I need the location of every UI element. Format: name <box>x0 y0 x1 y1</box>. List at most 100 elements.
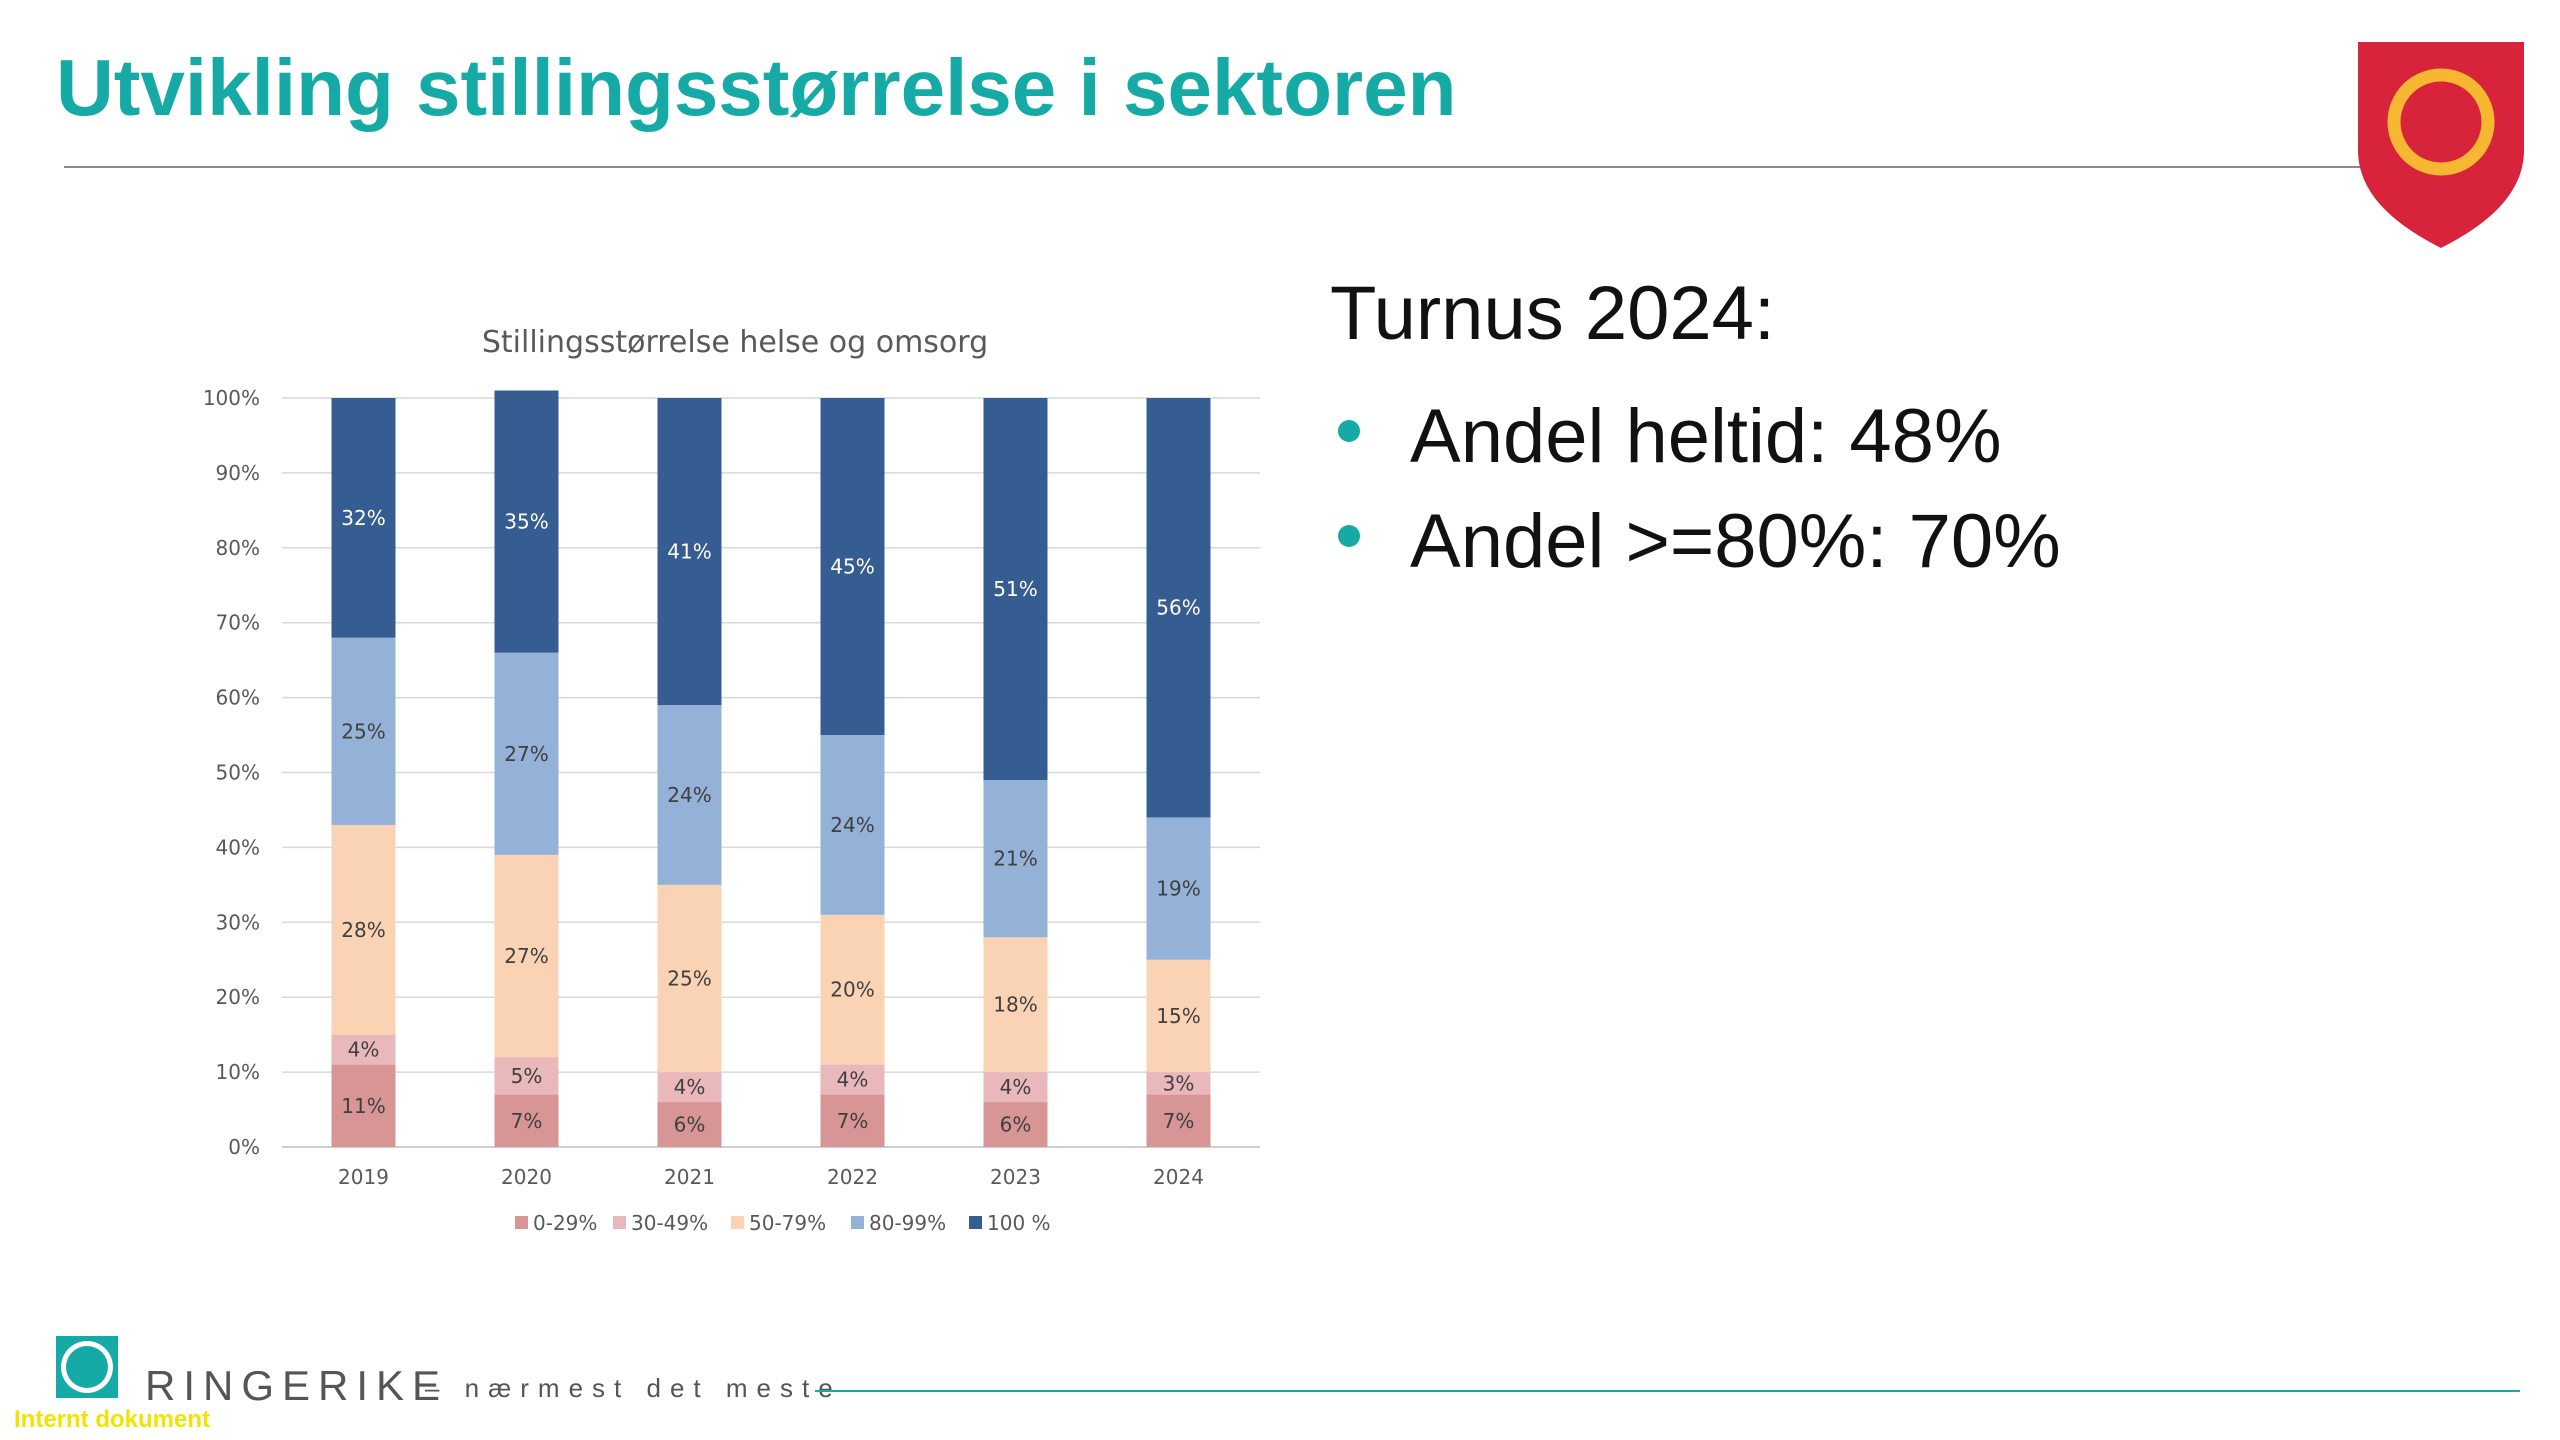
bar-segment <box>820 1064 885 1095</box>
y-tick-label: 50% <box>216 761 260 785</box>
bar-segment <box>820 1094 885 1147</box>
legend-swatch <box>731 1216 744 1229</box>
bar-segment <box>657 398 722 706</box>
y-tick-label: 30% <box>216 910 260 934</box>
bar-value-label: 4% <box>837 1068 869 1092</box>
bar-value-label: 4% <box>1000 1075 1032 1099</box>
bar-value-label: 51% <box>993 577 1037 601</box>
bar-value-label: 6% <box>674 1113 706 1137</box>
y-tick-label: 40% <box>216 835 260 859</box>
bar-value-label: 4% <box>674 1075 706 1099</box>
legend-label: 30-49% <box>631 1211 708 1235</box>
title-divider <box>64 166 2360 168</box>
bar-value-label: 7% <box>1163 1109 1195 1133</box>
info-panel: Turnus 2024: Andel heltid: 48% Andel >=8… <box>1330 270 2061 603</box>
y-tick-label: 90% <box>216 461 260 485</box>
bar-segment <box>331 1034 396 1065</box>
bar-value-label: 19% <box>1156 877 1200 901</box>
info-bullet-text: Andel heltid: 48% <box>1410 394 2002 479</box>
bar-value-label: 6% <box>1000 1113 1032 1137</box>
legend-swatch <box>851 1216 864 1229</box>
bar-segment <box>1146 817 1211 960</box>
legend-label: 80-99% <box>869 1211 946 1235</box>
bar-segment <box>331 637 396 825</box>
x-tick-label: 2023 <box>990 1165 1041 1189</box>
y-tick-label: 100% <box>203 386 260 410</box>
bar-value-label: 3% <box>1163 1071 1195 1095</box>
x-tick-label: 2022 <box>827 1165 878 1189</box>
bar-value-label: 7% <box>511 1109 543 1133</box>
footer-tagline: – nærmest det meste <box>425 1373 842 1403</box>
bar-value-label: 4% <box>348 1038 380 1062</box>
legend-label: 100 % <box>987 1211 1051 1235</box>
bar-segment <box>494 1057 559 1095</box>
x-tick-label: 2021 <box>664 1165 715 1189</box>
bar-value-label: 20% <box>830 978 874 1002</box>
bar-value-label: 24% <box>667 783 711 807</box>
bar-segment <box>331 398 396 638</box>
bar-value-label: 45% <box>830 555 874 579</box>
x-tick-label: 2020 <box>501 1165 552 1189</box>
municipality-crest-icon <box>2358 42 2524 248</box>
logo-inner-dot <box>66 1346 108 1388</box>
bar-segment <box>657 1072 722 1103</box>
ringerike-logo-icon <box>56 1336 118 1398</box>
bar-segment <box>494 1094 559 1147</box>
info-bullet-list: Andel heltid: 48% Andel >=80%: 70% <box>1330 393 2061 585</box>
bar-segment <box>983 1102 1048 1147</box>
bar-value-label: 25% <box>341 719 385 743</box>
bar-value-label: 18% <box>993 993 1037 1017</box>
bar-value-label: 27% <box>504 944 548 968</box>
bar-segment <box>657 1102 722 1147</box>
legend-swatch <box>613 1216 626 1229</box>
footer-brand: RINGERIKE <box>145 1362 449 1409</box>
y-tick-label: 80% <box>216 536 260 560</box>
legend-swatch <box>515 1216 528 1229</box>
bar-value-label: 24% <box>830 813 874 837</box>
bar-segment <box>983 937 1048 1073</box>
info-bullet-text: Andel >=80%: 70% <box>1410 499 2061 584</box>
stacked-bar-chart: Stillingsstørrelse helse og omsorg 0% 10%… <box>203 325 1260 1235</box>
legend: 0-29% 30-49% 50-79% 80-99% 100 % <box>515 1211 1051 1235</box>
bars: 11% 4% 28% 25% 32% 7% 5% 27% 27% 35% 6% 4% 25% 24% 41%… <box>331 390 1211 1147</box>
bar-segment <box>1146 398 1211 818</box>
bar-segment <box>1146 1094 1211 1147</box>
bar-segment <box>494 652 559 855</box>
bar-value-label: 27% <box>504 742 548 766</box>
bullet-dot-icon <box>1338 524 1360 547</box>
y-tick-label: 0% <box>228 1135 260 1159</box>
y-tick-label: 70% <box>216 611 260 635</box>
y-tick-label: 20% <box>216 985 260 1009</box>
y-tick-label: 60% <box>216 686 260 710</box>
legend-swatch <box>969 1216 982 1229</box>
info-bullet: Andel >=80%: 70% <box>1330 498 2061 585</box>
y-tick-label: 10% <box>216 1060 260 1084</box>
y-axis: 0% 10% 20% 30% 40% 50% 60% 70% 80% 90% 100% <box>203 386 260 1159</box>
internal-document-note: Internt dokument <box>14 1406 210 1433</box>
bar-segment <box>331 824 396 1035</box>
bar-segment <box>657 705 722 885</box>
chart-title: Stillingsstørrelse helse og omsorg <box>482 325 988 360</box>
x-tick-label: 2019 <box>338 1165 389 1189</box>
bar-value-label: 56% <box>1156 596 1200 620</box>
x-axis: 2019 2020 2021 2022 2023 2024 <box>338 1165 1204 1189</box>
bar-segment <box>494 390 559 653</box>
bar-segment <box>1146 1072 1211 1095</box>
bar-segment <box>983 1072 1048 1103</box>
bar-segment <box>983 398 1048 780</box>
info-bullet: Andel heltid: 48% <box>1330 393 2061 480</box>
bar-value-label: 32% <box>341 506 385 530</box>
legend-label: 0-29% <box>533 1211 597 1235</box>
footer-divider <box>815 1390 2520 1392</box>
bar-value-label: 11% <box>341 1094 385 1118</box>
bar-segment <box>1146 959 1211 1073</box>
bar-segment <box>331 1064 396 1147</box>
chart-container: Stillingsstørrelse helse og omsorg 0% 10%… <box>170 300 1300 1270</box>
bar-value-label: 35% <box>504 510 548 534</box>
bar-value-label: 5% <box>511 1064 543 1088</box>
crest-ring <box>2387 68 2495 176</box>
bar-value-label: 28% <box>341 918 385 942</box>
bar-segment <box>494 854 559 1058</box>
info-heading: Turnus 2024: <box>1330 271 1776 356</box>
bar-value-label: 21% <box>993 847 1037 871</box>
